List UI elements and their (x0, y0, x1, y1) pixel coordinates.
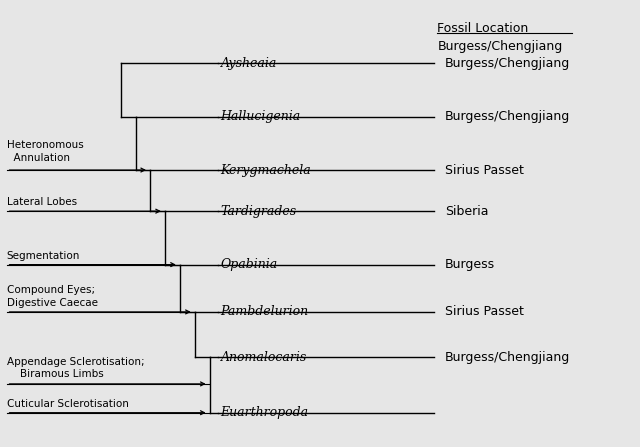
Text: Lateral Lobes: Lateral Lobes (6, 197, 77, 207)
Text: Compound Eyes;
Digestive Caecae: Compound Eyes; Digestive Caecae (6, 286, 98, 308)
Text: Burgess/Chengjiang: Burgess/Chengjiang (445, 351, 570, 364)
Text: Burgess/Chengjiang: Burgess/Chengjiang (445, 57, 570, 70)
Text: Burgess/Chengjiang: Burgess/Chengjiang (445, 110, 570, 123)
Text: Pambdelurion: Pambdelurion (221, 305, 308, 318)
Text: Segmentation: Segmentation (6, 250, 80, 261)
Text: Tardigrades: Tardigrades (221, 205, 296, 218)
Text: Kerygmachela: Kerygmachela (221, 164, 311, 177)
Text: Fossil Location: Fossil Location (437, 21, 529, 34)
Text: Sirius Passet: Sirius Passet (445, 305, 524, 318)
Text: Euarthropoda: Euarthropoda (221, 406, 308, 419)
Text: Burgess/Chengjiang: Burgess/Chengjiang (437, 40, 563, 53)
Text: Heteronomous
  Annulation: Heteronomous Annulation (6, 140, 83, 163)
Text: Appendage Sclerotisation;
    Biramous Limbs: Appendage Sclerotisation; Biramous Limbs (6, 357, 144, 379)
Text: Aysheaia: Aysheaia (221, 57, 277, 70)
Text: Burgess: Burgess (445, 258, 495, 271)
Text: Sirius Passet: Sirius Passet (445, 164, 524, 177)
Text: Cuticular Sclerotisation: Cuticular Sclerotisation (6, 399, 129, 409)
Text: Opabinia: Opabinia (221, 258, 278, 271)
Text: Hallucigenia: Hallucigenia (221, 110, 301, 123)
Text: Siberia: Siberia (445, 205, 488, 218)
Text: Anomalocaris: Anomalocaris (221, 351, 307, 364)
